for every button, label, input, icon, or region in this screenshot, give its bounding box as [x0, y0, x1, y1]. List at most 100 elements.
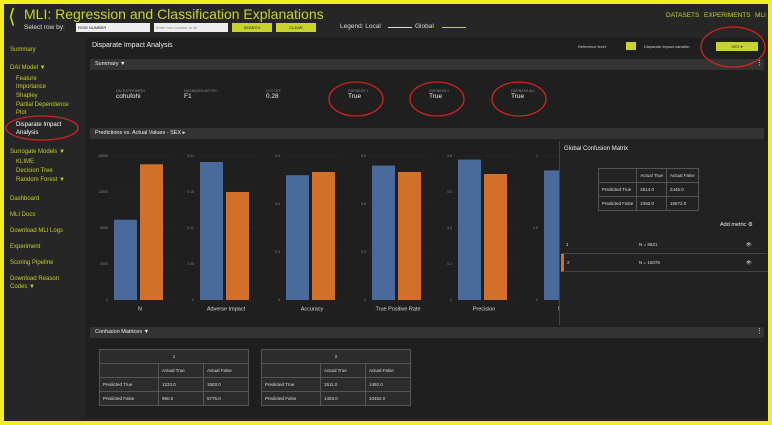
summary-label: DAI EXPERIMENT	[116, 89, 146, 93]
legend-line	[388, 27, 412, 28]
nav-item[interactable]: Random Forest ▼	[16, 177, 65, 183]
bar	[312, 172, 335, 300]
x-label: Precision	[473, 306, 496, 312]
y-tick-label: 0.5	[533, 226, 538, 230]
y-tick-label: 0.24	[187, 154, 194, 158]
row-header: Predicted True	[597, 182, 638, 197]
y-tick-label: 0.9	[361, 154, 366, 158]
row-header: Predicted False	[99, 391, 159, 406]
menu-icon[interactable]: ⋮	[756, 60, 763, 67]
group-id: 2	[567, 260, 570, 265]
cell: 1233.0	[158, 377, 204, 392]
nav-link[interactable]: EXPERIMENTS	[704, 12, 751, 19]
col-header: Actual False	[365, 363, 411, 378]
eye-icon[interactable]: 👁	[746, 260, 752, 265]
nav-item[interactable]: Decision Tree	[16, 168, 53, 174]
cell: 1511.0	[320, 377, 366, 392]
cell: 10452.0	[365, 391, 411, 406]
y-tick-label: 0.8	[447, 154, 452, 158]
group-row[interactable]: 1 N = 8921 👁	[561, 236, 767, 254]
summary-header[interactable]: Summary ▼	[90, 59, 764, 70]
y-tick-label: 0.9	[275, 154, 280, 158]
nav-item[interactable]: Shapley	[16, 93, 38, 99]
cell: 1403.0	[320, 391, 366, 406]
clear-button[interactable]: CLEAR	[276, 23, 316, 32]
bar	[114, 219, 137, 300]
cell	[597, 168, 638, 183]
legend-line	[442, 27, 466, 28]
select-dropdown[interactable]: ROW NUMBER	[76, 23, 150, 32]
col-header: Actual True	[636, 168, 668, 183]
y-tick-label: 0.3	[275, 250, 280, 254]
y-tick-label: 1	[536, 154, 538, 158]
nav-item[interactable]: Dashboard	[10, 196, 40, 202]
bar	[200, 162, 223, 300]
y-tick-label: 12000	[98, 190, 108, 194]
summary-value: cohufohi	[116, 93, 141, 100]
eye-icon[interactable]: 👁	[746, 242, 752, 247]
cell: 2445.0	[666, 182, 699, 197]
nav-item[interactable]: Download Reason Codes ▼	[10, 276, 60, 290]
y-tick-label: 0	[192, 298, 194, 302]
y-tick-label: 0	[106, 298, 108, 302]
col-header: Actual False	[666, 168, 699, 183]
nav-item[interactable]: KLIME	[16, 159, 35, 165]
y-tick-label: 0.4	[447, 226, 452, 230]
y-tick-label: 0	[278, 298, 280, 302]
group-n: N = 15078	[639, 260, 660, 265]
menu-icon[interactable]: ⋮	[756, 328, 763, 335]
x-label: Adverse Impact	[207, 306, 246, 312]
nav-item[interactable]: MLI Docs	[10, 212, 36, 218]
row-header: Predicted False	[597, 196, 638, 211]
add-metric[interactable]: Add metric ⚙	[720, 222, 753, 228]
bar	[372, 165, 395, 300]
col-header: Actual True	[320, 363, 366, 378]
nav-item[interactable]: Download MLI Logs	[10, 228, 64, 234]
row-header: Predicted True	[99, 377, 159, 392]
nav-item[interactable]: Scoring Pipeline	[10, 260, 54, 266]
x-label: N	[138, 306, 142, 312]
cell	[261, 363, 321, 378]
search-input[interactable]: Enter row number or fe	[154, 23, 228, 32]
search-button[interactable]: SEARCH	[232, 23, 272, 32]
row-header: Predicted False	[261, 391, 321, 406]
cell: 5775.0	[203, 391, 249, 406]
y-tick-label: 0.6	[361, 202, 366, 206]
charts: 0400080001200016000N00.060.120.180.24Adv…	[98, 154, 600, 312]
y-tick-label: 16000	[98, 154, 108, 158]
summary-item: DAI EXPERIMENT cohufohi	[116, 89, 146, 100]
bar	[140, 164, 163, 300]
select-label: Select row by:	[24, 24, 65, 31]
bar	[398, 172, 421, 300]
reference-toggle[interactable]	[626, 42, 636, 50]
bar	[226, 192, 249, 300]
legend-local: Legend: Local	[340, 23, 381, 30]
page-title: MLI: Regression and Classification Expla…	[24, 6, 324, 22]
nav-item[interactable]: Experiment	[10, 244, 41, 250]
cell	[99, 363, 159, 378]
x-label: True Positive Rate	[375, 306, 420, 312]
predictions-header[interactable]: Predictions vs. Actual Values - SEX ▸	[90, 128, 764, 139]
group-row[interactable]: 2 N = 15078 👁	[561, 254, 768, 272]
nav-item[interactable]: Summary	[10, 47, 36, 53]
global-matrix: Actual True Actual False Predicted True 25…	[597, 168, 699, 211]
y-tick-label: 0.6	[447, 190, 452, 194]
legend-global: Global	[415, 23, 434, 30]
back-arrow[interactable]: ⟨	[8, 6, 16, 28]
y-tick-label: 0.12	[187, 226, 194, 230]
nav-item[interactable]: DAI Model ▼	[10, 65, 46, 71]
nav-link[interactable]: MLI	[755, 12, 766, 19]
reference-label: Reference level:	[578, 44, 607, 49]
nav-item[interactable]: Feature Importance	[16, 76, 47, 90]
y-tick-label: 8000	[100, 226, 108, 230]
nav-item[interactable]: Surrogate Models ▼	[10, 149, 65, 155]
confusion-header[interactable]: Confusion Matrices ▼	[90, 327, 764, 338]
summary-value: 0.28	[266, 93, 279, 100]
nav-item[interactable]: Partial Dependence Plot	[16, 102, 69, 116]
summary-item: MAXIMIZED METRIC F1	[184, 89, 218, 100]
nav-link[interactable]: DATASETS	[666, 12, 700, 19]
table-title: 1	[99, 349, 249, 364]
bar	[458, 159, 481, 300]
y-tick-label: 0	[364, 298, 366, 302]
